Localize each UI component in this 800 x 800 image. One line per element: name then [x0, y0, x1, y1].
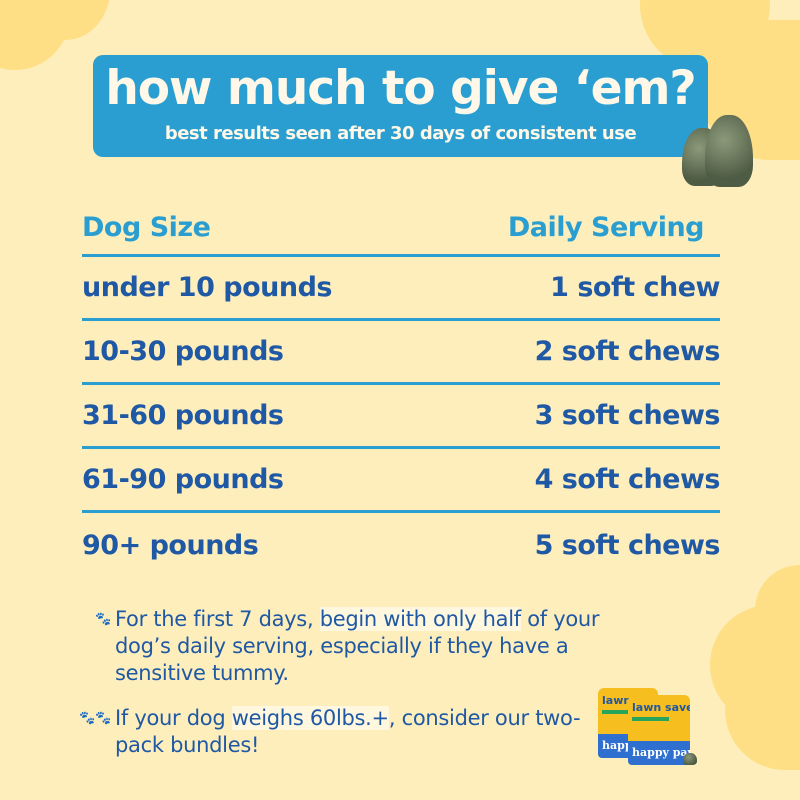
table-row: 10-30 pounds 2 soft chews [82, 321, 721, 385]
dog-size: 90+ pounds [82, 529, 259, 561]
soft-chew-image [683, 753, 697, 765]
note-text: If your dog [115, 706, 232, 730]
paw-icon: 🐾 [95, 612, 111, 627]
table-row: 61-90 pounds 4 soft chews [82, 449, 721, 513]
note-first-week: 🐾 For the first 7 days, begin with only h… [85, 606, 625, 687]
daily-serving: 3 soft chews [534, 400, 721, 431]
note-bundle: 🐾🐾 If your dog weighs 60lbs.+, consider o… [78, 705, 598, 759]
note-text: , consider our two-pack bundles! [115, 706, 581, 757]
page-subtitle: best results seen after 30 days of consi… [164, 123, 637, 144]
header-daily-serving: Daily Serving [507, 211, 705, 243]
page-title: how much to give ‘em? [105, 61, 696, 116]
header-dog-size: Dog Size [82, 211, 211, 243]
note-text: For the first 7 days, [115, 607, 320, 631]
daily-serving: 5 soft chews [534, 529, 721, 561]
two-paws-icon: 🐾🐾 [79, 711, 111, 726]
note-highlight: begin with only half [319, 607, 521, 631]
dog-size: 10-30 pounds [82, 336, 284, 367]
note-highlight: weighs 60lbs.+ [231, 706, 389, 730]
table-row: 31-60 pounds 3 soft chews [82, 385, 721, 449]
soft-chew-image [705, 115, 753, 187]
daily-serving: 2 soft chews [534, 336, 721, 367]
brand-logo: happy paws [628, 741, 690, 765]
note-text: of your dog’s daily serving, especially … [115, 607, 600, 685]
product-can-image: lawn saver happy paws [628, 695, 690, 765]
dog-size: 31-60 pounds [82, 400, 284, 431]
product-logo: lawn saver [632, 701, 690, 714]
daily-serving: 4 soft chews [534, 464, 721, 495]
dog-size: 61-90 pounds [82, 464, 284, 495]
title-banner: how much to give ‘em? best results seen … [93, 55, 708, 157]
dog-size: under 10 pounds [82, 272, 333, 303]
dosage-table: Dog Size Daily Serving under 10 pounds 1 … [82, 200, 721, 577]
table-row: under 10 pounds 1 soft chew [82, 257, 720, 321]
daily-serving: 1 soft chew [550, 272, 720, 303]
table-header: Dog Size Daily Serving [82, 200, 720, 257]
table-row: 90+ pounds 5 soft chews [82, 513, 721, 577]
